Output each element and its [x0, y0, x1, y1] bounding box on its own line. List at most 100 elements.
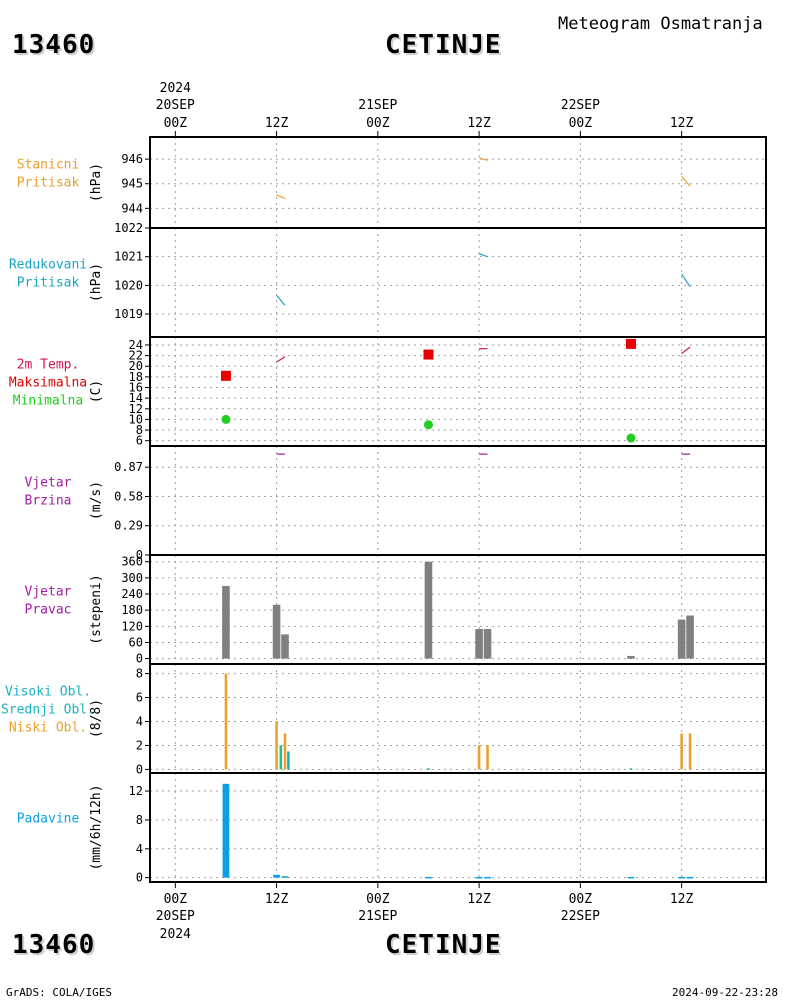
data-bar	[275, 721, 278, 770]
y-tick-label: 1019	[114, 307, 143, 321]
panel-label: 2m Temp.	[17, 358, 80, 373]
panel-label: Srednji Obl.	[1, 703, 95, 718]
hour-label-bottom: 00Z	[569, 892, 593, 907]
panel-label: Pravac	[25, 603, 72, 618]
data-bar	[475, 876, 483, 879]
data-bar	[222, 783, 230, 878]
max-temp-marker	[423, 349, 434, 360]
data-bar	[427, 768, 430, 770]
station-name-bottom: CETINJE	[385, 930, 502, 960]
y-tick-label: 0	[136, 762, 143, 776]
panel-frame	[149, 663, 767, 774]
y-tick-label: 240	[121, 587, 143, 601]
y-axis-unit: (hPa)	[89, 163, 104, 202]
hour-label-bottom: 00Z	[366, 892, 390, 907]
panel-label: Brzina	[25, 494, 72, 509]
min-temp-marker	[626, 433, 636, 443]
data-bar	[678, 876, 685, 879]
data-bar	[425, 876, 432, 879]
data-bar	[281, 876, 289, 878]
y-tick-label: 2	[136, 738, 143, 752]
data-bar	[273, 874, 280, 878]
station-id-top: 13460	[12, 30, 96, 60]
data-bar	[477, 745, 481, 770]
min-temp-marker	[423, 420, 433, 430]
hour-label-top: 12Z	[670, 116, 694, 131]
data-bar	[629, 768, 633, 770]
panel-label: Redukovani	[9, 258, 87, 273]
data-bar	[627, 655, 635, 659]
y-tick-label: 24	[129, 338, 143, 352]
y-tick-label: 300	[121, 571, 143, 585]
product-title: Meteogram Osmatranja	[558, 14, 763, 34]
y-tick-label: 8	[136, 813, 143, 827]
y-tick-label: 0.29	[114, 519, 143, 533]
series-line	[276, 356, 286, 363]
panel-pressure_reduced: 1019 1020 1021 1022 (hPa)Redukovani Pritisak	[9, 221, 767, 338]
y-tick-label: 18	[129, 370, 143, 384]
y-tick-label: 946	[121, 152, 143, 166]
hour-label-bottom: 12Z	[467, 892, 491, 907]
date-label-top: 21SEP	[358, 98, 397, 113]
panel-label: Vjetar	[25, 585, 72, 600]
y-tick-label: 1021	[114, 250, 143, 264]
hour-label-top: 00Z	[164, 116, 188, 131]
panel-label: Pritisak	[17, 276, 80, 291]
data-bar	[222, 585, 230, 659]
panel-frame	[149, 136, 767, 229]
y-tick-label: 12	[129, 402, 143, 416]
y-axis-unit: (C)	[89, 380, 104, 403]
hour-label-top: 12Z	[467, 116, 491, 131]
series-line	[478, 157, 488, 161]
y-tick-label: 6	[136, 691, 143, 705]
hour-label-top: 00Z	[569, 116, 593, 131]
y-tick-label: 0	[136, 652, 143, 666]
y-tick-label: 10	[129, 412, 143, 426]
date-label-top: 20SEP	[156, 98, 195, 113]
data-bar	[475, 629, 483, 659]
y-tick-label: 16	[129, 381, 143, 395]
y-tick-label: 180	[121, 603, 143, 617]
y-tick-label: 1020	[114, 278, 143, 292]
data-bar	[484, 876, 491, 879]
max-temp-marker	[625, 338, 636, 349]
panel-label: Visoki Obl.	[5, 685, 91, 700]
y-tick-label: 0.58	[114, 489, 143, 503]
y-tick-label: 8	[136, 667, 143, 681]
hour-label-bottom: 12Z	[670, 892, 694, 907]
y-tick-label: 120	[121, 619, 143, 633]
panel-label: Minimalna	[13, 394, 83, 409]
y-tick-label: 0.87	[114, 460, 143, 474]
series-line	[681, 176, 691, 187]
date-label-bottom: 20SEP	[156, 909, 195, 924]
footer-software: GrADS: COLA/IGES	[6, 986, 112, 999]
panel-frame	[149, 554, 767, 665]
y-tick-label: 8	[136, 423, 143, 437]
year-label-bottom: 2024	[160, 927, 191, 942]
date-label-top: 22SEP	[561, 98, 600, 113]
station-name-top: CETINJE	[385, 30, 502, 60]
y-tick-label: 945	[121, 177, 143, 191]
panel-label: Padavine	[17, 812, 80, 827]
series-line	[276, 295, 286, 306]
y-tick-label: 0	[136, 548, 143, 562]
hour-label-top: 12Z	[265, 116, 289, 131]
series-line	[276, 194, 286, 200]
y-axis-unit: (8/8)	[89, 699, 104, 738]
data-bar	[287, 751, 290, 770]
panel-label: Vjetar	[25, 476, 72, 491]
y-axis-unit: (hPa)	[89, 263, 104, 302]
y-axis-unit: (m/s)	[89, 481, 104, 520]
y-axis-unit: (mm/6h/12h)	[89, 784, 104, 870]
y-tick-label: 1022	[114, 221, 143, 235]
panel-frame	[149, 227, 767, 338]
panel-label: Pritisak	[17, 176, 80, 191]
data-bar	[486, 745, 489, 770]
y-axis-unit: (stepeni)	[89, 574, 104, 644]
panel-label: Maksimalna	[9, 376, 87, 391]
max-temp-marker	[220, 370, 231, 381]
data-bar	[686, 876, 694, 879]
data-bar	[680, 733, 683, 770]
panel-frame	[149, 772, 767, 883]
data-bar	[686, 615, 694, 659]
